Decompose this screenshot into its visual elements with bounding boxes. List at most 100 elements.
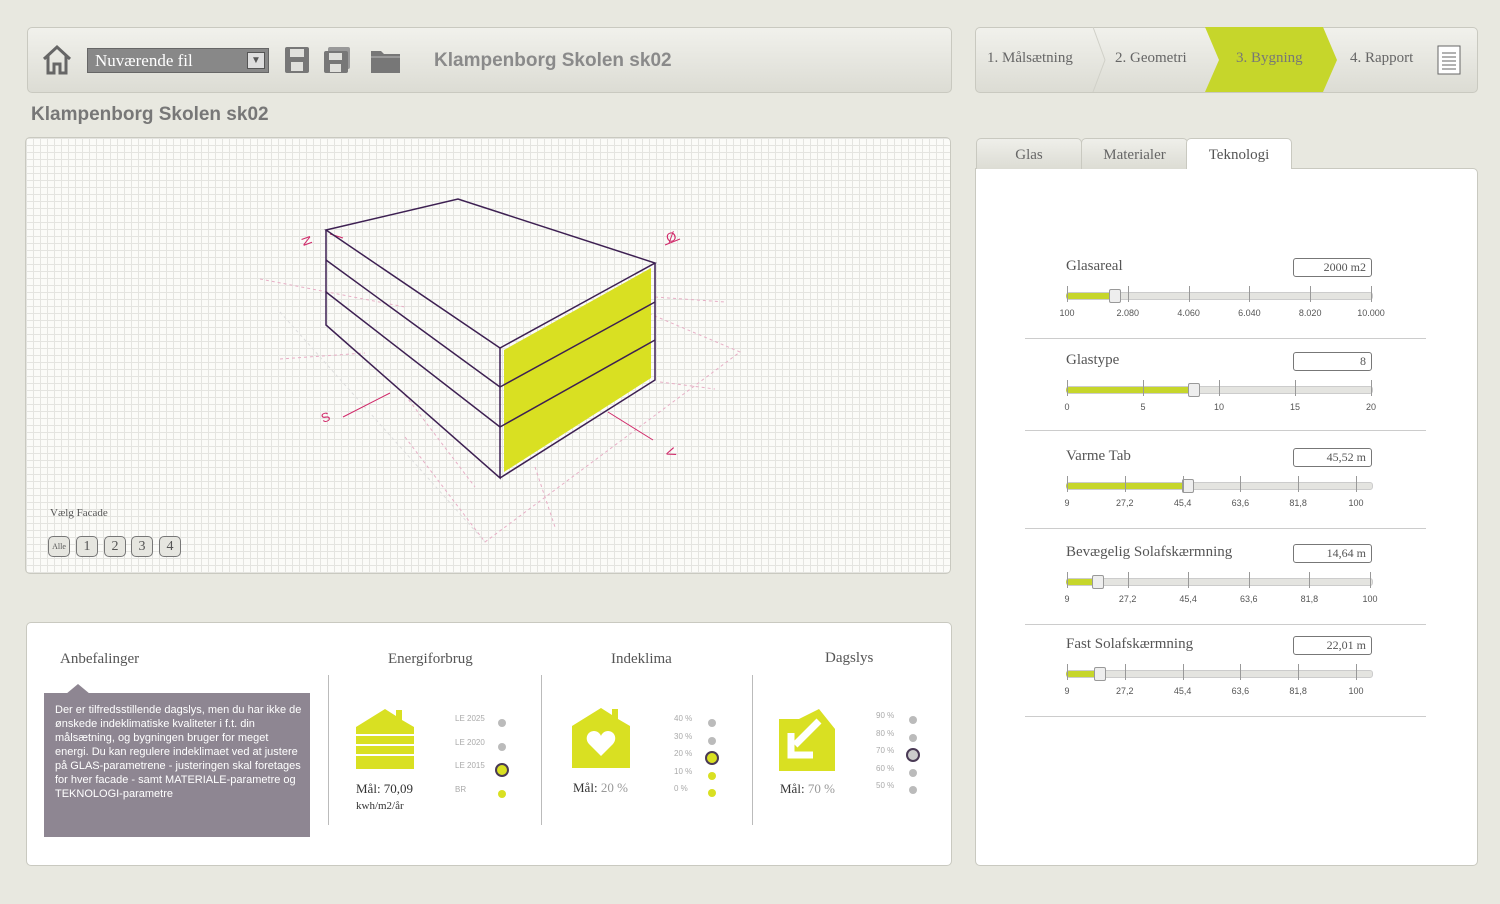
slider-value[interactable]: 14,64 m <box>1293 544 1372 563</box>
slider-tick <box>1067 476 1068 492</box>
facade-button[interactable]: 4 <box>159 536 181 557</box>
compass-letter: Ø <box>664 228 679 246</box>
step[interactable]: 4. Rapport <box>1350 50 1414 66</box>
slider-label: Varme Tab <box>1066 448 1131 464</box>
goal-value: 20 % <box>600 780 628 795</box>
slider-tick-label: 20 <box>1365 402 1376 412</box>
slider-value[interactable]: 22,01 m <box>1293 636 1372 655</box>
indoor-icon <box>572 708 630 768</box>
facade-label: Vælg Facade <box>50 507 108 519</box>
slider-tick-label: 100 <box>1059 308 1075 318</box>
slider-tick-label: 15 <box>1289 402 1300 412</box>
step[interactable]: 2. Geometri <box>1115 50 1187 66</box>
slider-tick-label: 6.040 <box>1238 308 1261 318</box>
slider-tick-label: 81,8 <box>1289 498 1307 508</box>
slider-thumb[interactable] <box>1108 289 1121 303</box>
slider-tick-label: 8.020 <box>1298 308 1322 318</box>
file-select[interactable]: Nuværende fil ▼ <box>87 48 269 73</box>
compass-letter: V <box>662 446 679 460</box>
slider-fill <box>1066 387 1195 393</box>
level-label: 80 % <box>876 728 895 738</box>
slider-tick-label: 45,4 <box>1173 498 1192 508</box>
facade-button[interactable]: 3 <box>131 536 153 557</box>
facade-button[interactable]: Alle <box>48 536 70 557</box>
slider-tick-label: 9 <box>1064 594 1070 604</box>
slider-tick <box>1219 380 1220 396</box>
slider-tick <box>1124 476 1126 492</box>
slider-thumb[interactable] <box>1092 575 1105 589</box>
level-dot <box>495 763 509 777</box>
step[interactable]: 1. Målsætning <box>987 50 1073 66</box>
separator <box>1025 716 1426 717</box>
slider-tick <box>1309 572 1311 588</box>
level-dot <box>498 719 506 727</box>
slider-tick-label: 45,4 <box>1173 686 1192 696</box>
file-icons[interactable] <box>282 45 402 75</box>
level-label: 90 % <box>876 711 895 720</box>
slider-thumb[interactable] <box>1188 383 1201 397</box>
tab[interactable]: Glas <box>976 138 1082 169</box>
slider-tick-label: 100 <box>1348 498 1364 508</box>
goal-value: 70 % <box>807 781 835 796</box>
level-label: 50 % <box>876 781 895 790</box>
slider-fill <box>1066 579 1099 585</box>
slider-tick <box>1127 286 1129 302</box>
slider-label: Glasareal <box>1066 258 1123 274</box>
file-select-text: Nuværende fil <box>95 51 193 70</box>
level-label: 70 % <box>876 746 895 755</box>
page-title: Klampenborg Skolen sk02 <box>31 104 269 125</box>
slider-tick <box>1143 380 1144 396</box>
slider-tick-label: 63,6 <box>1240 594 1258 604</box>
slider-tick-label: 27,2 <box>1116 498 1134 508</box>
level-label: 0 % <box>674 784 688 793</box>
slider-track <box>1066 578 1373 586</box>
slider-tick-label: 81,8 <box>1300 594 1319 604</box>
slider-tick <box>1188 572 1190 588</box>
level-label: BR <box>455 784 467 794</box>
level-dot <box>708 771 716 780</box>
daylight-icon <box>779 709 835 771</box>
slider-tick-label: 100 <box>1362 594 1378 604</box>
slider-tick-label: 100 <box>1348 686 1364 696</box>
slider-tick <box>1248 572 1250 588</box>
slider-tick <box>1310 286 1312 302</box>
step[interactable]: 3. Bygning <box>1236 50 1303 66</box>
level-label: 40 % <box>674 714 693 723</box>
slider-tick-label: 63,6 <box>1231 498 1250 508</box>
slider-thumb[interactable] <box>1093 667 1106 681</box>
level-label: 30 % <box>674 731 693 741</box>
slider-value[interactable]: 2000 m2 <box>1293 258 1372 277</box>
energy-goal: Mål: 70,09 <box>356 781 414 796</box>
recommendations-title: Anbefalinger <box>60 651 140 667</box>
level-dot <box>498 742 506 751</box>
goal-label: Mål: <box>780 781 805 796</box>
indoor-goal: Mål: 20 % <box>573 780 628 796</box>
slider-fill <box>1066 293 1115 299</box>
facade-button[interactable]: 1 <box>76 536 98 557</box>
separator <box>1025 430 1426 431</box>
slider-tick <box>1188 286 1190 302</box>
slider-tick-label: 10.000 <box>1357 308 1385 318</box>
indoor-title: Indeklima <box>611 651 672 667</box>
recommendations-text: Der er tilfredsstillende dagslys, men du… <box>44 693 310 837</box>
slider-tick <box>1127 572 1129 588</box>
slider-tick-label: 45,4 <box>1179 594 1197 604</box>
facade-button[interactable]: 2 <box>104 536 126 557</box>
compass-letter: N <box>298 234 315 248</box>
level-label: 10 % <box>674 766 693 776</box>
tab[interactable]: Materialer <box>1081 138 1188 169</box>
viewport <box>25 137 951 574</box>
slider-value[interactable]: 8 <box>1293 352 1372 371</box>
slider-tick <box>1067 380 1068 396</box>
home-icon[interactable] <box>40 44 76 76</box>
divider <box>328 675 329 825</box>
slider-tick-label: 9 <box>1064 686 1070 696</box>
divider <box>752 675 753 825</box>
slider-label: Fast Solafskærmning <box>1066 636 1194 652</box>
slider-tick-label: 4.060 <box>1177 308 1200 318</box>
level-dot <box>906 748 920 762</box>
slider-thumb[interactable] <box>1182 479 1194 493</box>
slider-value[interactable]: 45,52 m <box>1293 448 1372 467</box>
slider-tick <box>1067 572 1068 588</box>
tab[interactable]: Teknologi <box>1186 138 1292 169</box>
